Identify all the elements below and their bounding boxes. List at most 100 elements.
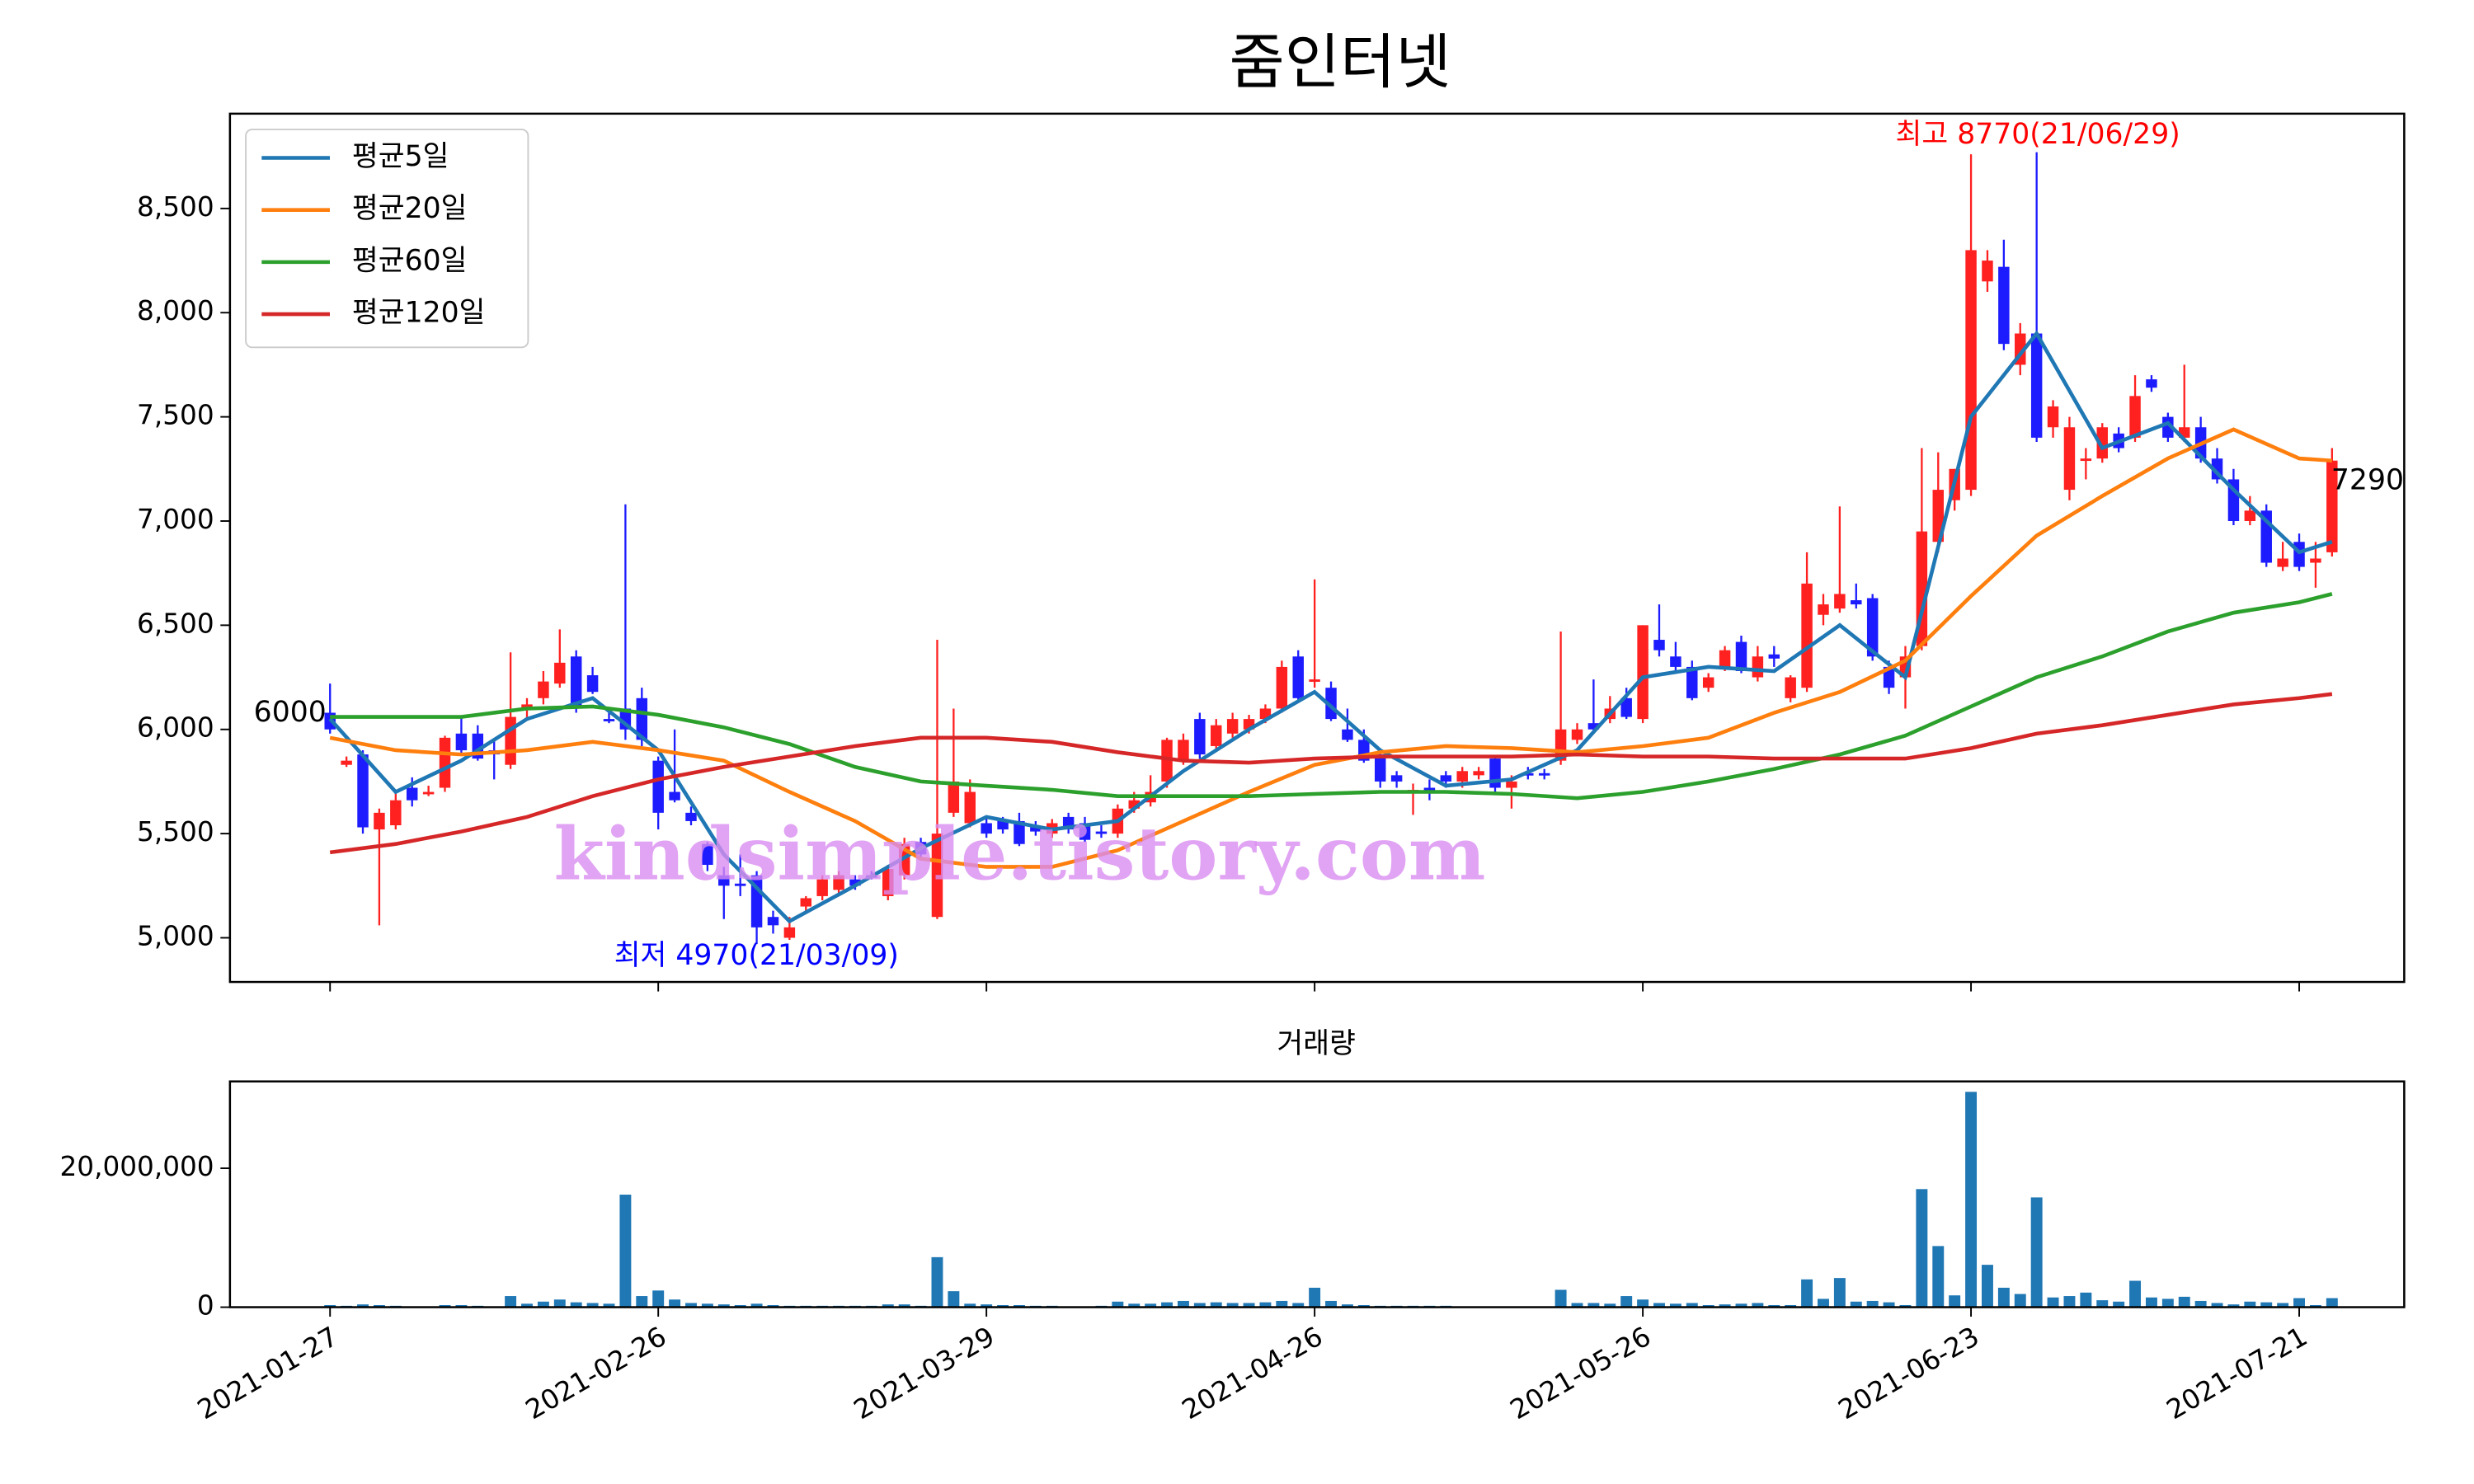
y-tick-label: 20,000,000	[59, 1151, 214, 1182]
volume-bar	[521, 1303, 533, 1308]
legend-label: 평균5일	[352, 140, 449, 173]
volume-bar	[1932, 1246, 1945, 1308]
candle-body	[1686, 666, 1698, 698]
candle-body	[816, 879, 828, 896]
candle-body	[948, 781, 960, 813]
volume-bar	[669, 1299, 681, 1308]
y-tick-label: 7,500	[137, 400, 214, 431]
candle-body	[603, 719, 615, 721]
volume-bar	[1259, 1302, 1272, 1308]
candle-body	[439, 737, 451, 788]
volume-bar	[537, 1301, 549, 1308]
volume-bar	[570, 1302, 582, 1308]
volume-bar	[767, 1305, 779, 1308]
volume-bar	[1210, 1302, 1222, 1308]
volume-bar	[701, 1303, 713, 1308]
candle-body	[1390, 775, 1403, 782]
y-tick-label: 8,000	[137, 295, 214, 326]
annotation: 최고 8770(21/06/29)	[1896, 118, 2180, 151]
volume-bar	[717, 1304, 730, 1308]
candle-body	[734, 883, 746, 886]
candle-body	[341, 760, 352, 765]
candle-body	[505, 716, 516, 765]
candle-body	[1309, 679, 1320, 682]
candle-body	[931, 834, 943, 918]
volume-bar	[324, 1305, 336, 1308]
y-tick-label: 0	[197, 1290, 214, 1322]
candle-body	[718, 875, 730, 886]
candle-body	[1423, 787, 1436, 792]
candle-body	[833, 875, 844, 890]
volume-bar	[1669, 1303, 1681, 1308]
volume-bar	[603, 1303, 615, 1308]
y-tick-label: 5,500	[137, 816, 214, 848]
candle-body	[2129, 396, 2141, 438]
candle-body	[2063, 427, 2076, 491]
volume-bar	[2277, 1303, 2289, 1308]
candle-body	[882, 869, 894, 896]
volume-bar	[1785, 1305, 1797, 1308]
volume-bar	[2080, 1292, 2092, 1308]
volume-bar	[1686, 1303, 1698, 1308]
candle-body	[455, 733, 468, 751]
volume-bar	[1177, 1300, 1189, 1308]
volume-bar	[1752, 1303, 1764, 1308]
volume-bar	[1276, 1300, 1288, 1308]
volume-bar	[505, 1296, 517, 1308]
candle-body	[1161, 740, 1173, 782]
candle-body	[685, 812, 697, 821]
candle-body	[1506, 781, 1517, 788]
candle-body	[538, 681, 549, 698]
volume-bar	[1226, 1303, 1239, 1308]
volume-bar	[1587, 1303, 1600, 1308]
volume-bar	[997, 1305, 1009, 1308]
candle-body	[586, 675, 599, 693]
annotation: 7290	[2331, 464, 2404, 497]
candle-body	[964, 791, 976, 824]
legend-label: 평균60일	[352, 244, 468, 277]
candle-body	[1178, 740, 1189, 761]
candle-body	[1489, 758, 1501, 788]
volume-bar	[1768, 1305, 1780, 1308]
volume-bar	[1653, 1303, 1665, 1308]
volume-bar	[1128, 1303, 1141, 1308]
volume-bar	[553, 1299, 566, 1308]
candle-body	[767, 917, 779, 926]
candle-body	[1128, 800, 1140, 809]
candle-body	[390, 800, 402, 825]
chart-title: 줌인터넷	[1230, 28, 1451, 98]
candle-body	[1752, 656, 1764, 678]
legend-label: 평균120일	[352, 297, 486, 330]
annotation: 6000	[254, 696, 327, 729]
candle-body	[1342, 729, 1353, 740]
candle-body	[554, 662, 566, 684]
volume-bar	[1604, 1303, 1616, 1308]
candle-body	[1866, 598, 1879, 657]
y-tick-label: 7,000	[137, 504, 214, 535]
candle-body	[2310, 558, 2321, 563]
volume-bar	[652, 1290, 665, 1308]
volume-bar	[1719, 1304, 1731, 1308]
candle-body	[1014, 820, 1025, 844]
volume-bar	[373, 1305, 385, 1308]
candle-body	[2244, 510, 2256, 521]
volume-bar	[1949, 1295, 1961, 1308]
volume-bar	[750, 1303, 763, 1308]
volume-bar	[1833, 1278, 1846, 1308]
volume-bar	[1916, 1189, 1928, 1308]
volume-bar	[1292, 1303, 1305, 1308]
candle-body	[1883, 666, 1895, 688]
volume-bar	[964, 1303, 976, 1308]
volume-bar	[2063, 1296, 2076, 1308]
volume-bar	[1982, 1265, 1993, 1308]
candle-body	[374, 812, 385, 830]
candle-body	[406, 787, 418, 801]
candle-body	[1538, 773, 1550, 776]
candle-body	[422, 791, 435, 795]
candle-body	[2293, 542, 2305, 567]
candle-body	[1095, 831, 1108, 834]
y-tick-label: 6,000	[137, 712, 214, 744]
volume-bar	[948, 1291, 960, 1308]
